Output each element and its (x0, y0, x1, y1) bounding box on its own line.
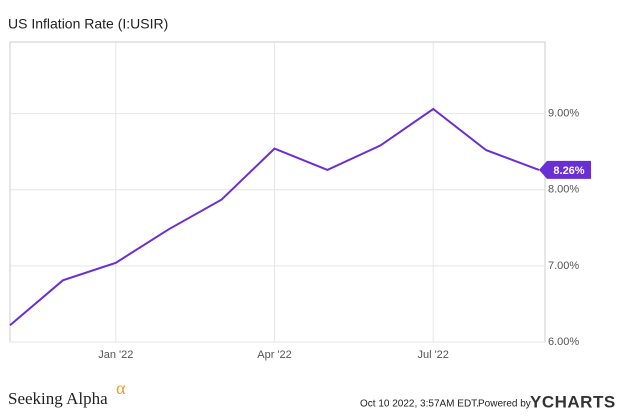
y-tick-label: 7.00% (548, 260, 579, 272)
ycharts-logo: YCHARTS (530, 392, 616, 411)
powered-by: Powered by (478, 399, 531, 410)
brand-symbol: α (116, 378, 126, 398)
y-tick-label: 6.00% (548, 336, 579, 348)
value-label: 8.26% (553, 165, 584, 177)
line (9, 107, 540, 327)
timestamp: Oct 10 2022, 3:57AM EDT. (360, 399, 479, 410)
x-tick-label: Apr '22 (257, 349, 292, 361)
plot-frame (9, 41, 546, 343)
brand: Seeking Alpha (8, 389, 108, 408)
value-label-box (539, 160, 591, 179)
y-tick-label: 9.00% (548, 107, 579, 119)
y-tick-label: 8.00% (548, 184, 579, 196)
chart-title: US Inflation Rate (I:USIR) (8, 16, 168, 32)
x-tick-label: Jan '22 (98, 349, 133, 361)
x-tick-label: Jul '22 (417, 349, 448, 361)
